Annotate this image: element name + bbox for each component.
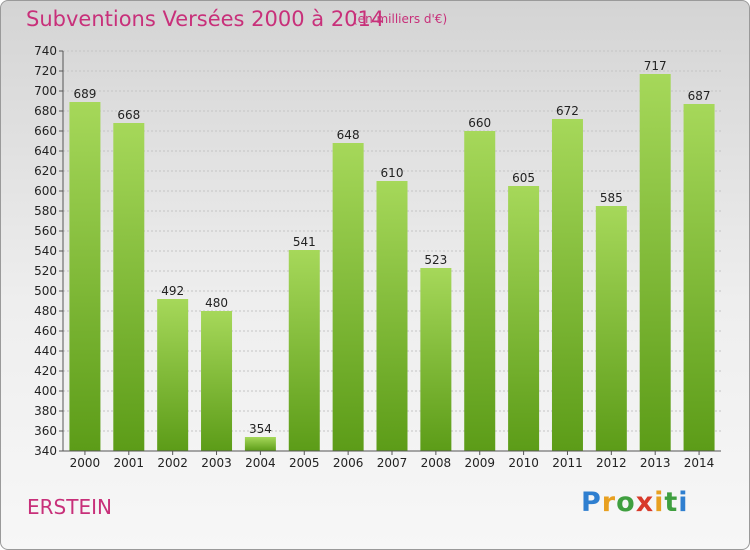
chart-title: Subventions Versées 2000 à 2014 [26, 7, 385, 31]
x-tick-label-2011: 2011 [552, 456, 583, 470]
y-tick-label: 380 [34, 404, 57, 418]
x-tick-label-2004: 2004 [245, 456, 276, 470]
y-tick-label: 560 [34, 224, 57, 238]
x-tick-label-2009: 2009 [464, 456, 495, 470]
bar-2007 [376, 181, 408, 451]
proxiti-logo: Proxiti [581, 487, 689, 518]
y-tick-label: 360 [34, 424, 57, 438]
data-label-2000: 689 [73, 87, 96, 101]
y-tick-label: 600 [34, 184, 57, 198]
x-tick-label-2014: 2014 [684, 456, 715, 470]
data-label-2002: 492 [161, 284, 184, 298]
bar-2004 [244, 437, 276, 451]
x-tick-label-2006: 2006 [333, 456, 364, 470]
y-tick-label: 400 [34, 384, 57, 398]
x-tick-label-2010: 2010 [508, 456, 539, 470]
data-label-2008: 523 [424, 253, 447, 267]
commune-name: ERSTEIN [27, 495, 112, 519]
x-tick-label-2000: 2000 [70, 456, 101, 470]
data-label-2003: 480 [205, 296, 228, 310]
bar-2003 [201, 311, 233, 451]
y-tick-label: 540 [34, 244, 57, 258]
data-label-2010: 605 [512, 171, 535, 185]
bar-2000 [69, 102, 101, 451]
y-tick-label: 500 [34, 284, 57, 298]
y-tick-label: 520 [34, 264, 57, 278]
y-tick-label: 340 [34, 444, 57, 458]
axes: 340 360 380 400 420 440 460 480 500 520 540 560 580 6… [34, 44, 721, 470]
y-tick-label: 440 [34, 344, 57, 358]
bar-2008 [420, 268, 452, 451]
x-tick-label-2001: 2001 [114, 456, 145, 470]
data-label-2013: 717 [644, 59, 667, 73]
data-label-2011: 672 [556, 104, 579, 118]
y-tick-label: 720 [34, 64, 57, 78]
x-tick-label-2008: 2008 [421, 456, 452, 470]
bar-2013 [639, 74, 671, 451]
y-tick-label: 620 [34, 164, 57, 178]
x-tick-label-2003: 2003 [201, 456, 232, 470]
data-label-2006: 648 [337, 128, 360, 142]
data-label-2004: 354 [249, 422, 272, 436]
bar-2005 [288, 250, 320, 451]
x-tick-label-2005: 2005 [289, 456, 320, 470]
y-tick-label: 480 [34, 304, 57, 318]
data-label-2012: 585 [600, 191, 623, 205]
bar-2010 [508, 186, 540, 451]
bar-2012 [595, 206, 627, 451]
bar-2006 [332, 143, 364, 451]
y-tick-label: 680 [34, 104, 57, 118]
data-label-2005: 541 [293, 235, 316, 249]
x-tick-label-2002: 2002 [157, 456, 188, 470]
y-tick-label: 640 [34, 144, 57, 158]
data-label-2009: 660 [468, 116, 491, 130]
y-tick-label: 420 [34, 364, 57, 378]
chart-unit: (en milliers d'€) [353, 12, 448, 26]
bar-2011 [551, 119, 583, 451]
x-tick-label-2007: 2007 [377, 456, 408, 470]
data-label-2014: 687 [688, 89, 711, 103]
y-tick-label: 660 [34, 124, 57, 138]
y-tick-label: 460 [34, 324, 57, 338]
y-tick-label: 740 [34, 44, 57, 58]
bar-2014 [683, 104, 715, 451]
y-tick-label: 580 [34, 204, 57, 218]
data-label-2007: 610 [381, 166, 404, 180]
bar-2001 [113, 123, 145, 451]
x-tick-label-2012: 2012 [596, 456, 627, 470]
bar-2002 [157, 299, 189, 451]
x-tick-label-2013: 2013 [640, 456, 671, 470]
bars: 689 668 492 480 354 541 648 610 523 660 605 672 585 7… [69, 59, 715, 451]
y-tick-label: 700 [34, 84, 57, 98]
bar-2009 [464, 131, 496, 451]
data-label-2001: 668 [117, 108, 140, 122]
